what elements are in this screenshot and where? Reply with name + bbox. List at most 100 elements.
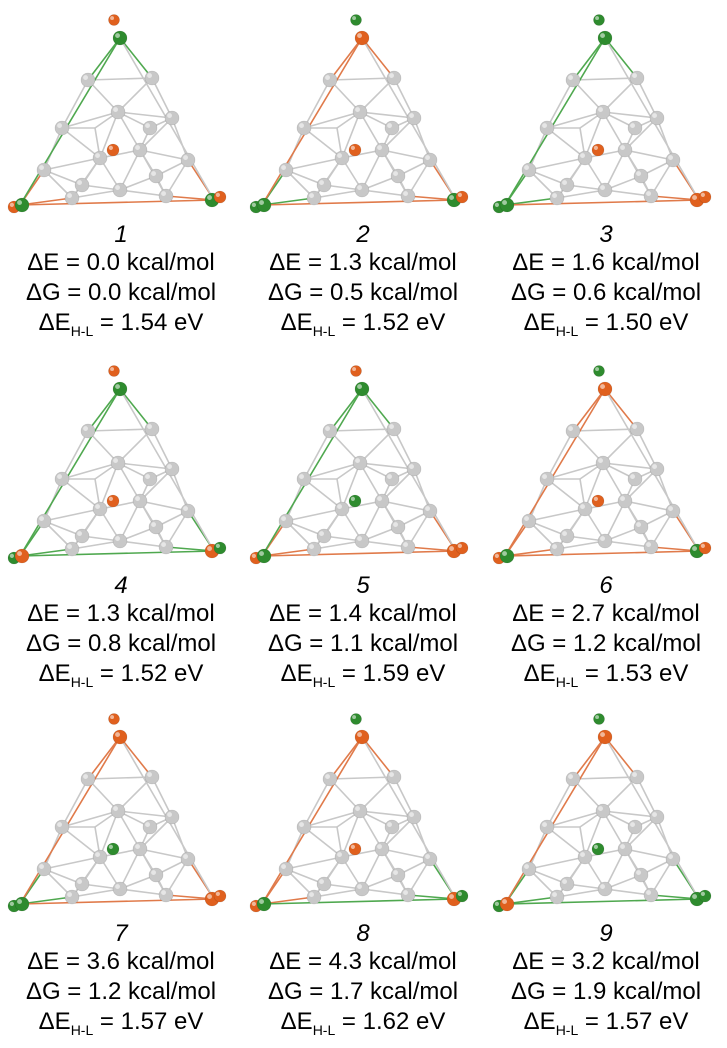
silver-atom	[595, 455, 611, 471]
silver-atom-highlight	[67, 193, 73, 198]
center-atom-highlight	[593, 145, 598, 150]
center-atom-highlight	[350, 844, 355, 849]
silver-atom	[112, 182, 128, 198]
silver-atom	[132, 493, 148, 509]
apex-atom-highlight	[110, 16, 114, 21]
silver-atom	[577, 849, 593, 865]
apex-atom-highlight	[352, 715, 356, 719]
silver-atom	[633, 867, 649, 883]
silver-atom	[521, 162, 537, 178]
delta-g: ΔG = 0.6 kcal/mol	[510, 279, 702, 306]
bond	[572, 37, 606, 81]
silver-atom	[144, 421, 160, 437]
silver-atom-highlight	[403, 542, 408, 547]
apex-atom	[593, 14, 605, 26]
right-corner-atom-highlight	[215, 543, 220, 548]
delta-g: ΔG = 1.2 kcal/mol	[510, 630, 702, 657]
silver-atom-highlight	[151, 171, 156, 176]
cluster-diagram-6	[492, 365, 712, 565]
silver-atom-highlight	[113, 806, 119, 811]
silver-atom	[386, 70, 402, 86]
gap-value: = 1.52 eV	[93, 660, 204, 687]
cluster-diagram-4	[7, 365, 227, 565]
silver-atom	[92, 501, 108, 517]
silver-atom-highlight	[524, 516, 529, 521]
gap-subscript: H-L	[70, 323, 94, 339]
bond	[359, 462, 383, 502]
gap-prefix: ΔE	[280, 309, 313, 336]
bond	[650, 510, 674, 548]
bond	[413, 468, 431, 512]
silver-atom-highlight	[552, 892, 557, 897]
silver-atom	[539, 819, 555, 835]
right-corner-atom-highlight	[692, 894, 697, 899]
silver-atom	[54, 471, 70, 487]
bond	[361, 500, 383, 542]
silver-atom	[64, 190, 80, 206]
apex-atom	[112, 729, 128, 745]
silver-atom-highlight	[39, 864, 44, 869]
silver-atom-highlight	[580, 153, 585, 158]
gap-value: = 1.54 eV	[93, 309, 204, 336]
bond	[407, 510, 431, 548]
silver-atom-highlight	[57, 123, 62, 128]
homo-lumo-gap: ΔEH-L = 1.59 eV	[242, 659, 484, 689]
center-atom-highlight	[108, 496, 113, 501]
silver-atom-highlight	[598, 107, 603, 113]
bond	[261, 736, 363, 905]
right-corner-atom	[698, 190, 712, 204]
silver-atom-highlight	[425, 854, 430, 859]
right-corner-atom-highlight	[449, 195, 454, 200]
delta-e: ΔE = 2.7 kcal/mol	[512, 600, 700, 627]
bond	[504, 898, 700, 905]
silver-atom-highlight	[524, 165, 529, 170]
silver-atom	[110, 455, 126, 471]
center-atom	[591, 494, 605, 508]
silver-atom	[422, 503, 438, 519]
center-atom	[591, 143, 605, 157]
silver-atom	[64, 889, 80, 905]
silver-atom	[539, 471, 555, 487]
bond	[329, 776, 395, 780]
apex-atom-highlight	[595, 715, 599, 719]
silver-atom-highlight	[95, 504, 101, 509]
bond	[602, 462, 626, 502]
left-corner-atom-highlight	[17, 551, 22, 556]
bond	[329, 430, 361, 464]
structure-panel-4: 4 ΔE = 1.3 kcal/mol ΔG = 0.8 kcal/mol ΔE…	[0, 351, 242, 700]
silver-atom-highlight	[668, 506, 673, 511]
silver-atom-highlight	[620, 844, 625, 849]
structure-panel-7: 7 ΔE = 3.6 kcal/mol ΔG = 1.2 kcal/mol ΔE…	[0, 699, 242, 1048]
gap-value: = 1.50 eV	[578, 309, 689, 336]
bond	[19, 199, 215, 206]
caption-6: 6 ΔE = 2.7 kcal/mol ΔG = 1.2 kcal/mol ΔE…	[485, 573, 727, 690]
silver-atom-highlight	[151, 522, 156, 527]
structure-number: 1	[114, 221, 128, 248]
bond	[61, 778, 89, 828]
cluster-diagram-7	[7, 713, 227, 913]
silver-atom	[354, 533, 370, 549]
silver-atom-highlight	[355, 806, 360, 811]
silver-atom	[374, 142, 390, 158]
bond	[151, 428, 173, 470]
apex-atom	[354, 30, 370, 46]
bond	[572, 428, 638, 432]
silver-atom-highlight	[147, 772, 152, 777]
structure-number: 5	[356, 572, 370, 599]
bond	[546, 478, 586, 510]
bond	[303, 826, 343, 858]
center-atom-highlight	[108, 145, 113, 150]
silver-atom	[148, 519, 164, 535]
silver-atom-highlight	[135, 145, 140, 150]
silver-atom-highlight	[83, 426, 89, 431]
bond	[636, 77, 658, 119]
silver-atom	[595, 803, 611, 819]
apex-atom-highlight	[357, 732, 362, 737]
bond	[359, 111, 383, 151]
silver-atom-highlight	[562, 180, 567, 185]
apex-atom-highlight	[352, 367, 356, 371]
bond	[528, 856, 586, 870]
silver-atom	[665, 152, 681, 168]
center-atom	[591, 842, 605, 856]
bond	[604, 736, 638, 778]
